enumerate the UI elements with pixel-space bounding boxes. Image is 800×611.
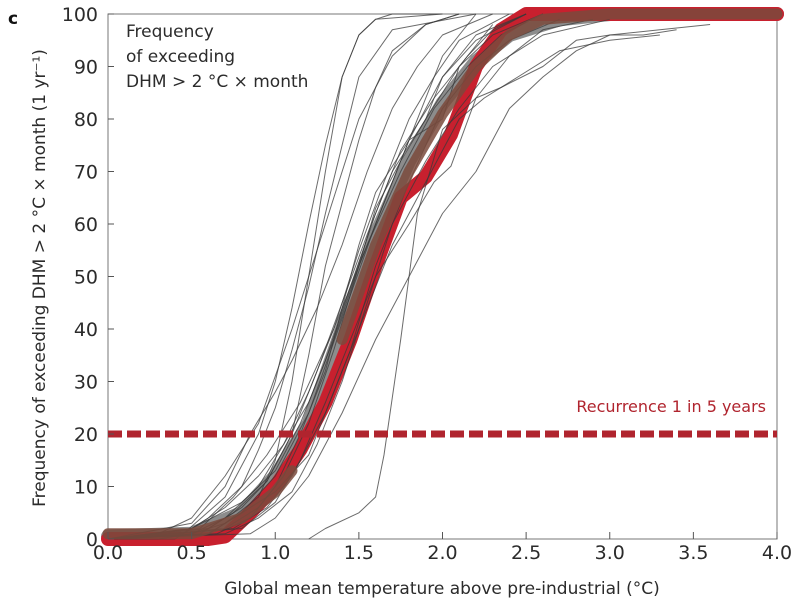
inset-title-line-3: DHM > 2 °C × month	[126, 72, 308, 92]
x-tick-label: 2.5	[511, 542, 541, 564]
x-tick-label: 3.0	[595, 542, 625, 564]
model-line-4	[107, 13, 544, 540]
y-tick-label: 10	[74, 477, 98, 499]
inset-title-line-1: Frequency	[126, 22, 214, 42]
model-line-7	[107, 18, 610, 540]
x-tick-label: 2.0	[427, 542, 457, 564]
model-line-8	[107, 13, 443, 540]
y-tick-label: 80	[74, 109, 98, 131]
model-line-1	[108, 13, 443, 540]
model-lines	[107, 13, 711, 540]
y-axis-label: Frequency of exceeding DHM > 2 °C × mont…	[30, 49, 50, 507]
x-axis: 0.0 0.5 1.0 1.5 2.0 2.5 3.0 3.5 4.0	[93, 532, 792, 564]
y-tick-label: 0	[86, 529, 98, 551]
y-tick-label: 30	[74, 372, 98, 394]
inset-title-line-2: of exceeding	[126, 47, 235, 67]
model-line-17	[107, 13, 477, 540]
y-tick-label: 50	[74, 267, 98, 289]
y-tick-label: 60	[74, 214, 98, 236]
x-tick-label: 1.0	[260, 542, 290, 564]
x-tick-label: 0.5	[177, 542, 207, 564]
x-tick-label: 4.0	[762, 542, 792, 564]
y-tick-label: 70	[74, 162, 98, 184]
model-line-13	[107, 34, 660, 540]
threshold-label: Recurrence 1 in 5 years	[576, 397, 766, 416]
model-line-15	[308, 29, 677, 540]
plot-area	[101, 7, 784, 546]
overlay-bands	[102, 8, 783, 540]
model-line-14	[107, 24, 711, 540]
inset-title: Frequency of exceeding DHM > 2 °C × mont…	[126, 22, 308, 92]
y-tick-label: 40	[74, 319, 98, 341]
model-line-11	[107, 13, 493, 540]
brown-band-segment-2	[336, 8, 783, 345]
y-tick-label: 90	[74, 57, 98, 79]
model-line-9	[107, 13, 460, 540]
model-line-19	[107, 13, 544, 540]
model-line-18	[107, 13, 460, 540]
y-axis: 0 10 20 30 40 50 60 70 80 90 100	[62, 4, 114, 551]
brown-band-segment-1	[102, 465, 298, 540]
model-line-5	[107, 18, 560, 540]
x-tick-label: 1.5	[344, 542, 374, 564]
x-tick-label: 3.5	[678, 542, 708, 564]
x-tick-label: 0.0	[93, 542, 123, 564]
panel-label: c	[8, 9, 18, 29]
x-axis-label: Global mean temperature above pre-indust…	[224, 579, 660, 599]
y-tick-label: 100	[62, 4, 98, 26]
y-tick-label: 20	[74, 424, 98, 446]
